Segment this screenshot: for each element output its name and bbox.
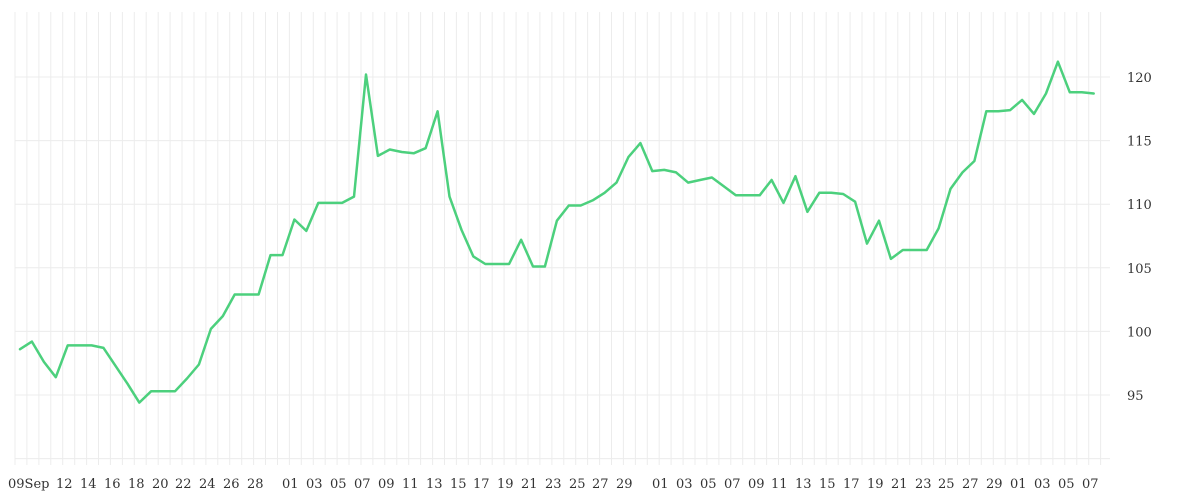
x-tick-label: 05 <box>700 477 717 492</box>
x-tick-label: 15 <box>819 477 836 492</box>
y-tick-label: 110 <box>1127 198 1152 213</box>
x-tick-label: 13 <box>795 477 812 492</box>
x-tick-label: 09 <box>748 477 765 492</box>
x-tick-label: 05 <box>330 477 347 492</box>
x-tick-label: 28 <box>247 477 264 492</box>
x-tick-label: 03 <box>676 477 693 492</box>
x-tick-label: 27 <box>592 477 609 492</box>
x-tick-label: 15 <box>450 477 467 492</box>
x-tick-label: 21 <box>521 477 538 492</box>
x-tick-label: 17 <box>843 477 860 492</box>
x-tick-label: 19 <box>497 477 514 492</box>
y-tick-label: 115 <box>1127 135 1152 150</box>
y-tick-label: 120 <box>1127 71 1152 86</box>
x-tick-label: 11 <box>402 477 419 492</box>
y-tick-label: 95 <box>1127 389 1144 404</box>
x-tick-label: 09 <box>378 477 395 492</box>
x-tick-label: 03 <box>1034 477 1051 492</box>
x-tick-label: 27 <box>962 477 979 492</box>
x-tick-label: 11 <box>771 477 788 492</box>
x-tick-label: 14 <box>80 477 97 492</box>
x-tick-label: 26 <box>223 477 240 492</box>
x-tick-label: 22 <box>175 477 192 492</box>
x-tick-label: 29 <box>616 477 633 492</box>
x-tick-label: 03 <box>306 477 323 492</box>
x-tick-label: 12 <box>56 477 73 492</box>
x-tick-label: 23 <box>915 477 932 492</box>
x-tick-label: 21 <box>891 477 908 492</box>
y-tick-label: 100 <box>1127 325 1152 340</box>
x-tick-label: 07 <box>724 477 741 492</box>
x-tick-label: 07 <box>1082 477 1099 492</box>
x-tick-label: 09Sep <box>8 477 49 492</box>
x-tick-label: 01 <box>1010 477 1027 492</box>
x-tick-label: 25 <box>569 477 586 492</box>
x-tick-label: 01 <box>282 477 299 492</box>
y-axis: 95 100 105 110 115 120 <box>1127 71 1152 404</box>
x-tick-label: 17 <box>473 477 490 492</box>
x-tick-label: 05 <box>1058 477 1075 492</box>
x-tick-label: 01 <box>652 477 669 492</box>
x-tick-label: 19 <box>867 477 884 492</box>
x-tick-label: 20 <box>152 477 169 492</box>
x-tick-label: 07 <box>354 477 371 492</box>
grid <box>14 12 1110 465</box>
y-tick-label: 105 <box>1127 262 1152 277</box>
x-tick-label: 23 <box>545 477 562 492</box>
x-axis: 09Sep 12 14 16 18 20 22 24 26 28 01 03 05 07 09 11 13 15 1… <box>8 477 1099 492</box>
x-tick-label: 25 <box>938 477 955 492</box>
x-tick-label: 18 <box>128 477 145 492</box>
price-series-line <box>18 60 1095 404</box>
x-tick-label: 13 <box>426 477 443 492</box>
x-tick-label: 16 <box>104 477 121 492</box>
x-tick-label: 29 <box>986 477 1003 492</box>
x-tick-label: 24 <box>199 477 216 492</box>
